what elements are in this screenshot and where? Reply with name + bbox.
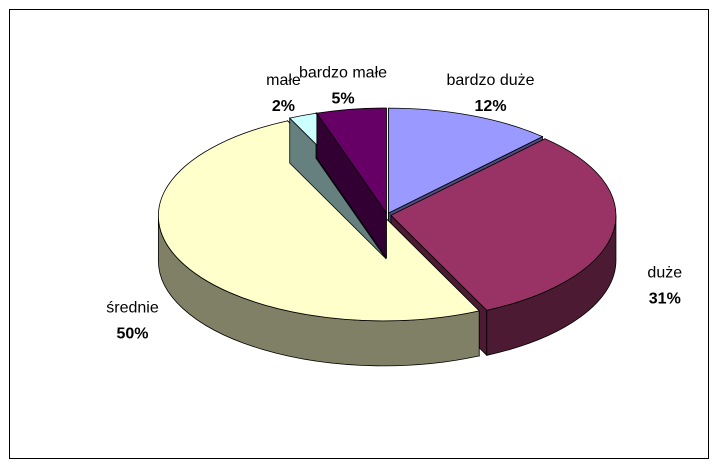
- slice-top: [158, 120, 480, 322]
- slice-label: bardzo duże: [447, 72, 535, 89]
- slice-value-label: 12%: [475, 98, 507, 115]
- slice-top: [390, 138, 617, 311]
- slice-value-label: 5%: [331, 91, 354, 108]
- slice-label: średnie: [106, 300, 159, 317]
- slice-label: bardzo małe: [299, 65, 387, 82]
- slice-label: małe: [266, 72, 301, 89]
- slice-top: [316, 107, 387, 215]
- pie-slice: [316, 107, 387, 260]
- pie-slice: [157, 119, 480, 367]
- slice-value-label: 31%: [649, 290, 681, 307]
- slice-label: duże: [647, 264, 682, 281]
- slice-value-label: 50%: [117, 326, 149, 343]
- slice-top: [388, 107, 544, 214]
- slice-value-label: 2%: [272, 98, 295, 115]
